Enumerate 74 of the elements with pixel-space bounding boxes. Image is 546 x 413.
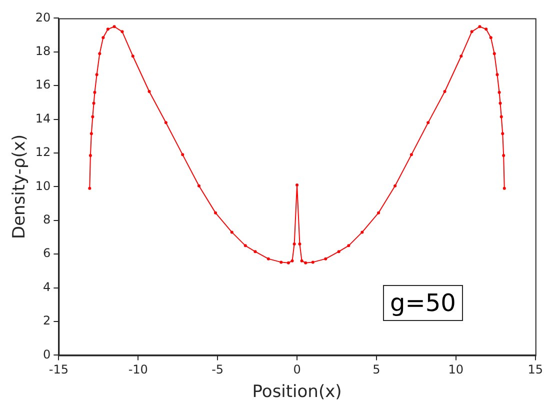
annotation: g=50: [383, 285, 463, 321]
point: [93, 90, 96, 94]
point: [266, 257, 270, 260]
point: [91, 115, 94, 118]
point: [300, 259, 304, 262]
point: [501, 132, 504, 136]
point: [92, 102, 96, 105]
point: [337, 250, 340, 254]
point: [120, 30, 124, 34]
point: [112, 25, 116, 28]
point: [298, 242, 302, 246]
point: [88, 186, 92, 190]
point: [131, 54, 134, 58]
point: [377, 211, 380, 214]
point: [410, 153, 413, 156]
point: [347, 244, 350, 248]
x-tick-label: -10: [128, 362, 148, 377]
point: [286, 261, 290, 264]
point: [197, 184, 200, 188]
point: [292, 242, 296, 246]
point: [443, 90, 446, 93]
point: [484, 28, 488, 31]
point: [254, 250, 257, 254]
point: [492, 52, 496, 56]
point: [181, 153, 184, 156]
point: [164, 121, 168, 124]
y-tick-label: 12: [35, 145, 51, 160]
point: [88, 154, 92, 158]
y-tick-label: 16: [35, 78, 51, 92]
x-tick-label: -15: [48, 362, 68, 377]
point: [95, 73, 98, 76]
x-tick-label: 15: [528, 362, 544, 377]
point: [426, 121, 430, 124]
x-tick-label: 10: [448, 362, 464, 377]
y-tick-label: 0: [43, 347, 51, 362]
y-axis-title: Density-ρ(x): [10, 134, 30, 239]
x-tick-label: -5: [212, 362, 224, 377]
y-tick-label: 18: [35, 44, 51, 58]
point: [290, 259, 294, 262]
point: [98, 52, 102, 56]
point: [502, 186, 506, 190]
y-tick-label: 8: [43, 212, 51, 227]
point: [90, 132, 93, 136]
y-tick-label: 10: [35, 178, 51, 193]
point: [470, 30, 474, 34]
y-tick-label: 4: [43, 280, 51, 294]
point: [102, 36, 105, 40]
y-tick-label: 2: [43, 314, 51, 328]
point: [148, 90, 151, 93]
point: [311, 260, 314, 264]
point: [502, 154, 506, 158]
point: [360, 230, 364, 234]
y-tick-label: 20: [35, 10, 51, 24]
point: [460, 54, 463, 58]
y-tick-label: 6: [43, 246, 51, 260]
point: [489, 36, 492, 40]
point: [214, 211, 218, 214]
point: [280, 260, 283, 264]
point: [496, 73, 499, 76]
point: [498, 90, 501, 94]
point: [500, 115, 503, 118]
x-tick-label: 5: [372, 362, 380, 377]
point: [244, 244, 247, 248]
y-tick-label: 14: [35, 111, 51, 126]
point: [106, 28, 110, 31]
point: [498, 102, 502, 105]
point: [394, 184, 397, 188]
point: [296, 184, 299, 187]
point: [478, 25, 482, 28]
x-tick-label: 0: [293, 362, 301, 377]
x-axis-title: Position(x): [252, 382, 342, 402]
point: [304, 261, 308, 264]
point: [324, 257, 328, 260]
point: [230, 230, 234, 234]
